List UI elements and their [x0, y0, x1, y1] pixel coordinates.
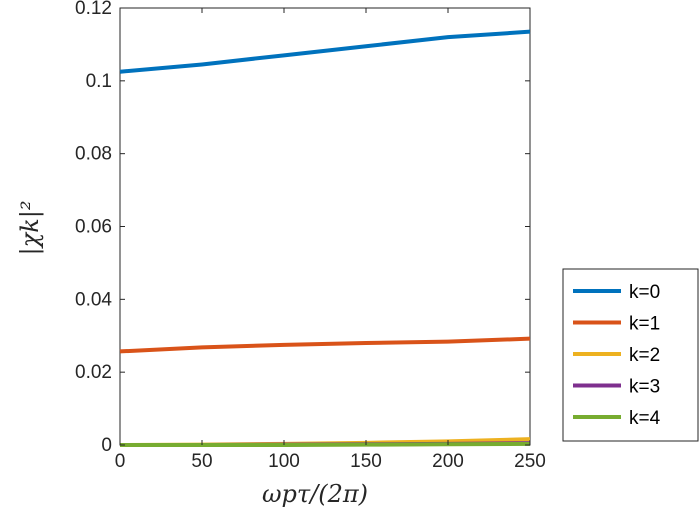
- legend-label: k=1: [629, 314, 660, 335]
- legend-label: k=3: [629, 377, 660, 398]
- legend-label: k=4: [629, 408, 661, 429]
- ticks-layer: 0 50 100 150 200 250 0 0.02 0.04 0.06 0.08 0.1 0.12: [75, 0, 546, 472]
- y-axis-label: |χk|²: [16, 201, 45, 256]
- x-tick-label: 250: [514, 451, 546, 472]
- series-line-k=0: [119, 29, 531, 74]
- x-tick-label: 0: [115, 451, 126, 472]
- y-tick-label: 0.08: [75, 144, 112, 165]
- series-line-k=1: [119, 336, 531, 354]
- y-tick-label: 0: [101, 435, 112, 456]
- x-axis-label: ωpτ/(2π): [262, 480, 368, 508]
- y-tick-label: 0.1: [86, 71, 112, 92]
- plot-area: [119, 7, 531, 446]
- series-layer: [119, 29, 531, 447]
- x-tick-label: 50: [191, 451, 212, 472]
- x-tick-label: 100: [268, 451, 300, 472]
- series-line-k=4: [120, 441, 531, 447]
- x-tick-label: 200: [432, 451, 464, 472]
- y-tick-label: 0.02: [75, 362, 112, 383]
- legend: k=0 k=1 k=2 k=3 k=4: [562, 268, 699, 442]
- y-tick-label: 0.12: [75, 0, 112, 19]
- legend-label: k=0: [629, 282, 660, 303]
- x-tick-label: 150: [350, 451, 382, 472]
- legend-label: k=2: [629, 345, 660, 366]
- y-tick-label: 0.04: [75, 289, 112, 310]
- y-tick-label: 0.06: [75, 217, 112, 238]
- axes-frame: [119, 7, 531, 446]
